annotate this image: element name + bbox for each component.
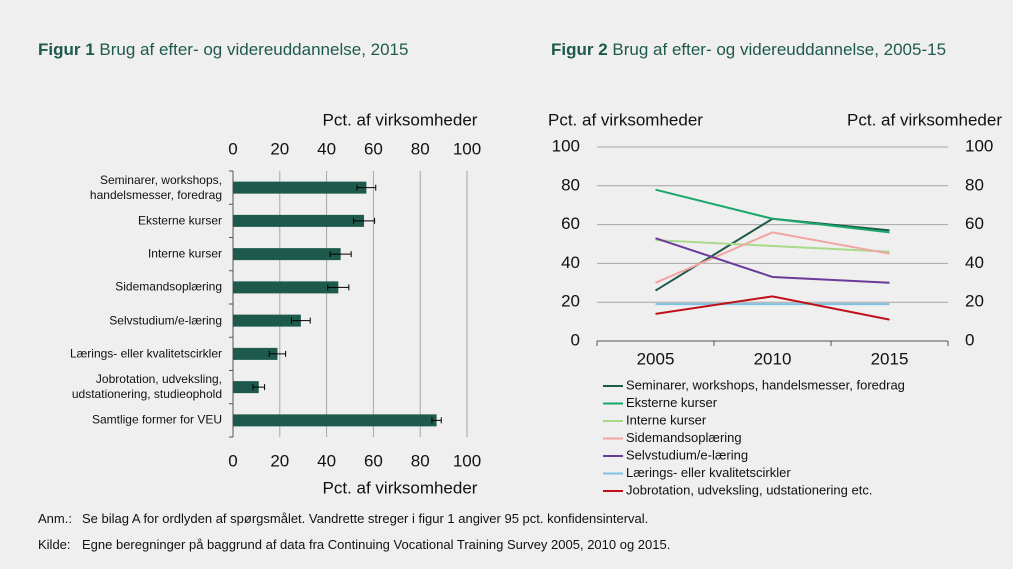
note-text: Egne beregninger på baggrund af data fra…	[82, 537, 671, 552]
x-tick-label: 100	[453, 451, 481, 470]
bar	[233, 314, 301, 327]
y-tick-label: 0	[571, 330, 580, 349]
error-bar	[431, 417, 442, 424]
error-bar	[268, 350, 287, 357]
x-tick-label: 80	[411, 451, 430, 470]
x-axis-label: Pct. af virksomheder	[323, 478, 478, 497]
title-text: Brug af efter- og videreuddannelse, 2005…	[612, 40, 947, 59]
error-bar	[353, 217, 376, 224]
x-tick-label: 80	[411, 139, 430, 158]
y-tick-label: 80	[561, 175, 580, 194]
y-tick-label: 60	[561, 214, 580, 233]
bar	[233, 414, 437, 427]
series-line	[655, 239, 890, 253]
legend-label: Interne kurser	[626, 412, 707, 427]
y2-tick-label: 100	[965, 136, 993, 155]
series-line	[655, 237, 890, 284]
x-axis-label: Pct. af virksomheder	[323, 110, 478, 129]
figure-title: Figur 1 Brug af efter- og videreuddannel…	[38, 33, 468, 67]
x-tick-label: 20	[270, 139, 289, 158]
y2-tick-label: 0	[965, 330, 974, 349]
figure-label: Figur 2	[551, 40, 608, 59]
y2-tick-label: 20	[965, 292, 984, 311]
error-bar	[327, 284, 350, 291]
note-label: Anm.:	[38, 511, 72, 526]
bar	[233, 181, 367, 194]
figure-label: Figur 1	[38, 40, 95, 59]
legend-label: Sidemandsoplæring	[626, 430, 742, 445]
x-tick-label: 2015	[871, 349, 909, 368]
x-tick-label: 60	[364, 139, 383, 158]
legend-label: Lærings- eller kvalitetscirkler	[626, 465, 791, 480]
y2-tick-label: 40	[965, 253, 984, 272]
y2-tick-label: 80	[965, 175, 984, 194]
category-label: Eksterne kurser	[137, 213, 222, 228]
bar	[233, 281, 339, 294]
y-axis-label: Pct. af virksomheder	[548, 110, 703, 129]
error-bar	[291, 317, 311, 324]
category-label: Sidemandsoplæring	[115, 279, 222, 294]
x-tick-label: 100	[453, 139, 481, 158]
x-tick-label: 20	[270, 451, 289, 470]
category-label: Lærings- eller kvalitetscirkler	[69, 346, 222, 361]
series-line	[655, 231, 890, 284]
bar	[233, 214, 365, 227]
category-label: Samtlige former for VEU	[91, 412, 222, 427]
legend-label: Jobrotation, udveksling, udstationering …	[626, 482, 872, 497]
y-tick-label: 20	[561, 292, 580, 311]
note-label: Kilde:	[38, 537, 71, 552]
category-label: Selvstudium/e-læring	[109, 313, 222, 328]
category-label: Jobrotation, udveksling, udstationering,…	[71, 372, 222, 402]
legend-label: Seminarer, workshops, handelsmesser, for…	[626, 377, 905, 392]
y2-tick-label: 60	[965, 214, 984, 233]
category-label: Seminarer, workshops, handelsmesser, for…	[89, 172, 222, 202]
bar	[233, 347, 278, 360]
x-tick-label: 0	[228, 451, 237, 470]
y-tick-label: 100	[552, 136, 580, 155]
x-tick-label: 2005	[637, 349, 675, 368]
legend-label: Eksterne kurser	[626, 395, 718, 410]
error-bar	[356, 184, 377, 191]
note-text: Se bilag A for ordlyden af spørgsmålet. …	[82, 511, 649, 526]
title-text: Brug af efter- og videreuddannelse, 2015	[99, 40, 409, 59]
x-tick-label: 0	[228, 139, 237, 158]
x-tick-label: 60	[364, 451, 383, 470]
error-bar	[329, 251, 352, 258]
y-tick-label: 40	[561, 253, 580, 272]
x-tick-label: 2010	[754, 349, 792, 368]
category-label: Interne kurser	[147, 246, 222, 261]
error-bar	[252, 384, 266, 391]
series-line	[655, 188, 890, 234]
bar	[233, 248, 341, 261]
figure-title: Figur 2 Brug af efter- og videreuddannel…	[551, 33, 971, 67]
y2-axis-label: Pct. af virksomheder	[847, 110, 1002, 129]
legend-label: Selvstudium/e-læring	[626, 447, 748, 462]
bar	[233, 381, 259, 394]
x-tick-label: 40	[317, 139, 336, 158]
series-line	[655, 295, 890, 321]
x-tick-label: 40	[317, 451, 336, 470]
series-line	[654, 217, 890, 292]
